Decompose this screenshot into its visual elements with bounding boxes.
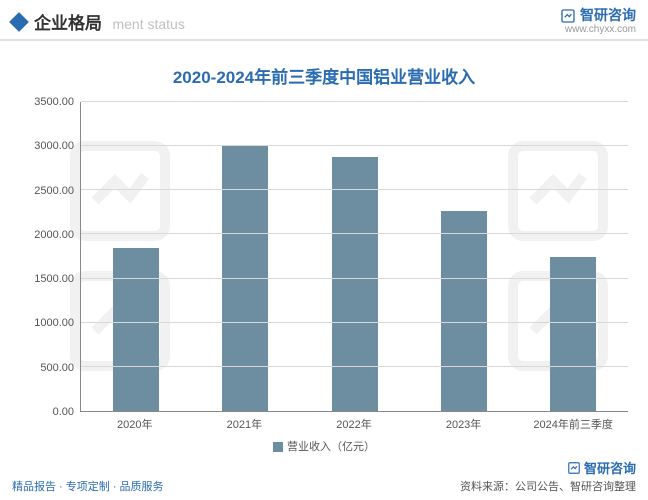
bar-slot	[81, 102, 190, 411]
y-tick-label: 0.00	[53, 406, 74, 418]
bar	[113, 248, 159, 411]
bars-container	[81, 102, 628, 411]
footer-bar: 精品报告 · 专项定制 · 品质服务 智研咨询 资料来源：公司公告、智研咨询整理	[0, 458, 648, 494]
brand-name: 智研咨询	[580, 8, 636, 23]
page-title: 企业格局	[34, 14, 102, 33]
gridline	[81, 145, 628, 146]
header-bar: 企业格局 ment status 智研咨询 www.chyxx.com	[0, 0, 648, 41]
y-tick-label: 1000.00	[34, 317, 74, 329]
footer-brand-icon	[567, 461, 581, 475]
footer-source: 资料来源：公司公告、智研咨询整理	[460, 478, 636, 494]
plot-region	[80, 102, 628, 412]
plot-wrapper: 0.00500.001000.001500.002000.002500.0030…	[20, 102, 628, 412]
x-tick-label: 2023年	[409, 416, 519, 432]
bar-slot	[190, 102, 299, 411]
bar-slot	[409, 102, 518, 411]
bar	[441, 211, 487, 411]
header-left: 企业格局 ment status	[12, 9, 185, 34]
footer-brand-name: 智研咨询	[584, 458, 636, 477]
gridline	[81, 233, 628, 234]
bar	[550, 257, 596, 412]
page-title-wrap: 企业格局 ment status	[34, 9, 185, 34]
footer-right: 智研咨询 资料来源：公司公告、智研咨询整理	[460, 458, 636, 494]
chart-title: 2020-2024年前三季度中国铝业营业收入	[20, 63, 628, 88]
y-tick-label: 3500.00	[34, 96, 74, 108]
legend: 营业收入（亿元）	[20, 438, 628, 454]
x-tick-label: 2021年	[190, 416, 300, 432]
page-subtitle: ment status	[112, 16, 184, 32]
y-tick-label: 2000.00	[34, 229, 74, 241]
legend-swatch	[273, 442, 283, 452]
legend-label: 营业收入（亿元）	[287, 441, 375, 453]
footer-brand: 智研咨询	[460, 458, 636, 477]
y-axis: 0.00500.001000.001500.002000.002500.0030…	[20, 102, 80, 412]
brand-block: 智研咨询	[560, 8, 636, 24]
footer-left: 精品报告 · 专项定制 · 品质服务	[12, 478, 164, 494]
diamond-icon	[9, 12, 29, 32]
gridline	[81, 189, 628, 190]
bar	[222, 146, 268, 411]
header-right: 智研咨询 www.chyxx.com	[560, 8, 636, 35]
y-tick-label: 2500.00	[34, 185, 74, 197]
bar-slot	[519, 102, 628, 411]
y-tick-label: 500.00	[40, 362, 74, 374]
chart-area: 2020-2024年前三季度中国铝业营业收入 0.00 500.00 1000.00…	[0, 41, 648, 461]
x-axis-labels: 2020年2021年2022年2023年2024年前三季度	[80, 416, 628, 432]
brand-icon	[560, 8, 576, 24]
brand-url: www.chyxx.com	[560, 24, 636, 35]
x-tick-label: 2022年	[299, 416, 409, 432]
gridline	[81, 101, 628, 102]
x-tick-label: 2024年前三季度	[518, 416, 628, 432]
y-tick-label: 1500.00	[34, 273, 74, 285]
bar-slot	[300, 102, 409, 411]
gridline	[81, 366, 628, 367]
gridline	[81, 278, 628, 279]
x-tick-label: 2020年	[80, 416, 190, 432]
y-tick-label: 3000.00	[34, 140, 74, 152]
bar	[332, 157, 378, 411]
gridline	[81, 322, 628, 323]
